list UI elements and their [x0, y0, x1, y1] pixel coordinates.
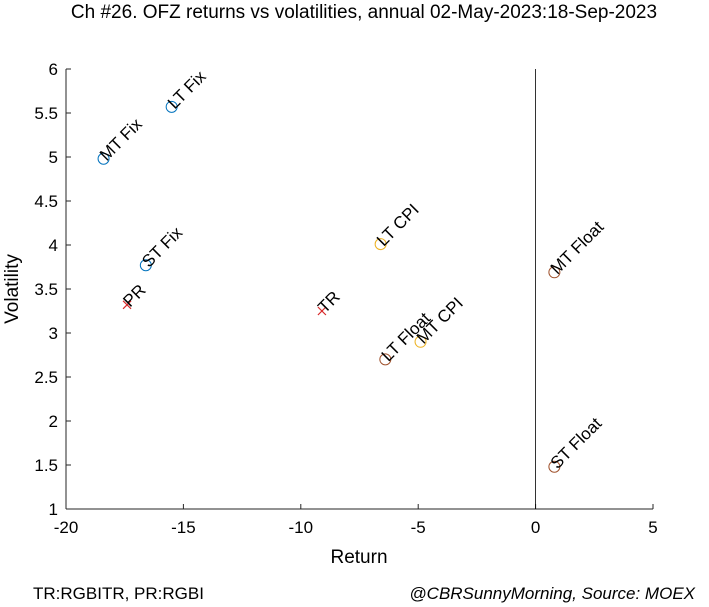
x-tick-label: 5: [648, 518, 657, 537]
point-label-lt-cpi: LT CPI: [373, 200, 423, 250]
x-tick-label: -10: [289, 518, 314, 537]
point-mt-cpi: [414, 335, 427, 348]
x-tick-label: -5: [411, 518, 426, 537]
cross-stroke: [122, 300, 132, 310]
y-tick-label: 6: [49, 60, 58, 79]
y-tick-label: 5.5: [34, 104, 58, 123]
point-mt-fix: [97, 152, 110, 165]
x-tick-label: -20: [54, 518, 79, 537]
plot-axes: -20 -15 -10 -5 0 5 1 1.5 2 2.5 3 3.5 4 4.5 5 5.5 6: [34, 60, 657, 537]
point-mt-float: [548, 266, 561, 279]
point-pr: [122, 300, 132, 310]
footer-left-note: TR:RGBITR, PR:RGBI: [33, 584, 204, 603]
x-tick-label: -15: [171, 518, 196, 537]
chart-title: Ch #26. OFZ returns vs volatilities, ann…: [71, 2, 657, 23]
point-lt-fix: [165, 100, 178, 113]
point-label-st-fix: ST Fix: [138, 223, 186, 271]
y-tick-label: 1: [49, 500, 58, 519]
point-st-fix: [139, 259, 152, 272]
point-label-lt-fix: LT Fix: [164, 67, 210, 113]
footer-source: @CBRSunnyMorning, Source: MOEX: [409, 584, 695, 603]
point-label-st-float: ST Float: [547, 414, 606, 473]
point-label-tr: TR: [314, 287, 343, 316]
y-tick-label: 4: [49, 236, 58, 255]
cross-stroke: [317, 306, 327, 316]
point-tr: [317, 306, 327, 316]
point-label-mt-fix: MT Fix: [96, 114, 146, 164]
y-tick-label: 2.5: [34, 368, 58, 387]
y-tick-label: 5: [49, 148, 58, 167]
y-axis-label: Volatility: [2, 254, 23, 324]
point-st-float: [548, 460, 561, 473]
x-axis-label: Return: [330, 547, 387, 568]
y-tick-label: 4.5: [34, 192, 58, 211]
y-tick-label: 2: [49, 412, 58, 431]
point-lt-float: [379, 353, 392, 366]
point-lt-cpi: [374, 238, 387, 251]
y-tick-label: 3: [49, 324, 58, 343]
x-tick-label: 0: [531, 518, 540, 537]
y-tick-label: 1.5: [34, 456, 58, 475]
point-label-pr: PR: [119, 281, 149, 311]
point-label-mt-float: MT Float: [547, 217, 608, 278]
y-tick-label: 3.5: [34, 280, 58, 299]
